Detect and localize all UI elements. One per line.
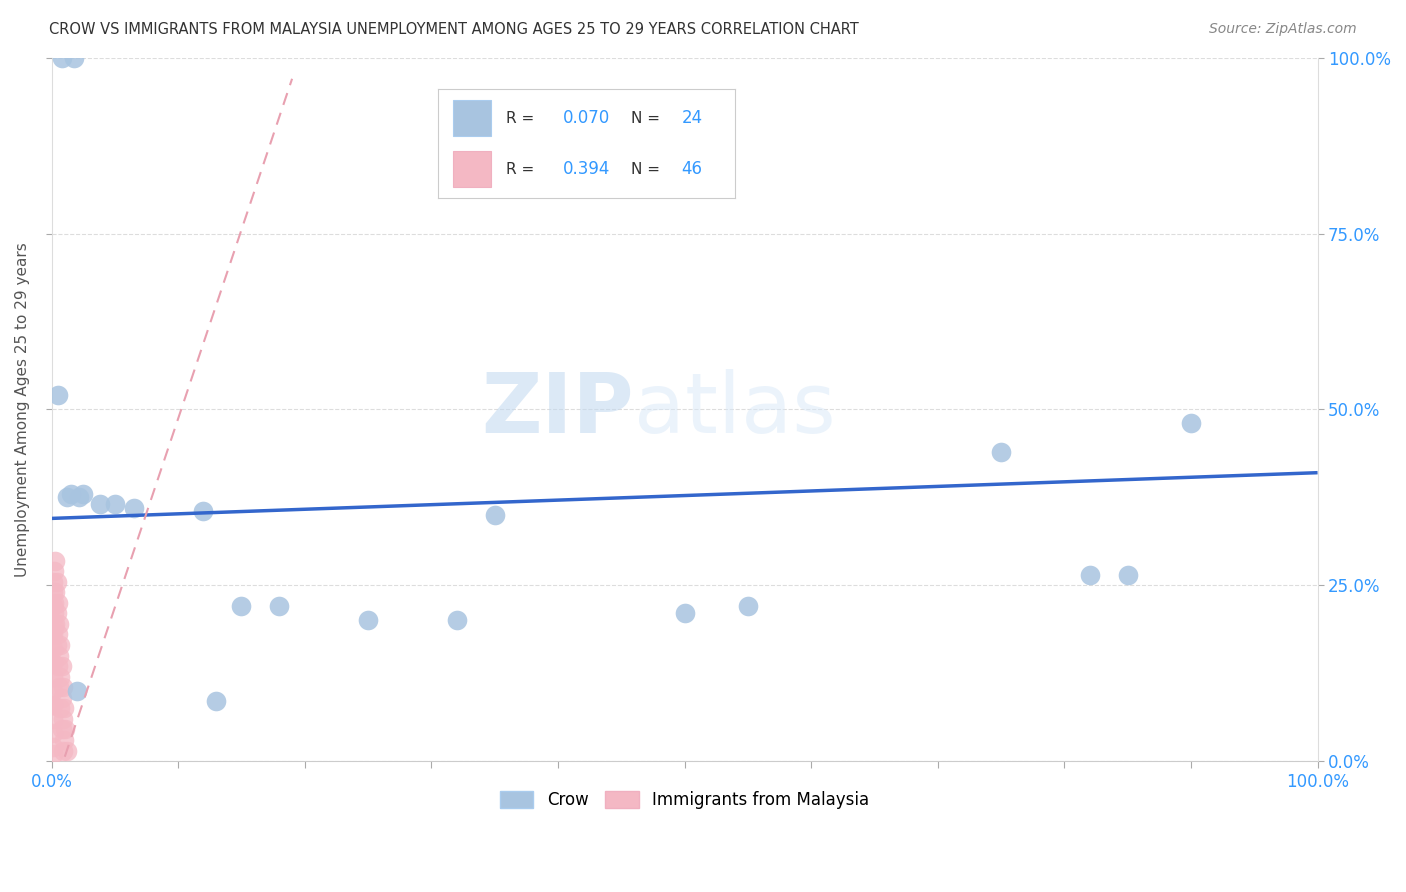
Legend: Crow, Immigrants from Malaysia: Crow, Immigrants from Malaysia [494, 785, 876, 816]
Point [673, 607, 696, 621]
Point [42, 747, 65, 761]
Point [104, 497, 127, 511]
Point [41, 627, 63, 641]
Point [46, 388, 69, 402]
Point [53, 701, 76, 715]
Point [42, 739, 65, 754]
Point [44, 616, 66, 631]
Point [55, 723, 77, 737]
Point [49, 701, 72, 715]
Point [42, 596, 65, 610]
Point [42, 656, 65, 670]
Text: Source: ZipAtlas.com: Source: ZipAtlas.com [1209, 22, 1357, 37]
Text: ZIP: ZIP [481, 369, 634, 450]
Point [122, 500, 145, 515]
Point [42, 620, 65, 634]
Point [1180, 417, 1202, 431]
Point [269, 599, 291, 614]
Point [41, 599, 63, 614]
Text: CROW VS IMMIGRANTS FROM MALAYSIA UNEMPLOYMENT AMONG AGES 25 TO 29 YEARS CORRELAT: CROW VS IMMIGRANTS FROM MALAYSIA UNEMPLO… [49, 22, 859, 37]
Point [89, 497, 111, 511]
Point [72, 487, 94, 501]
Point [42, 712, 65, 726]
Point [53, 733, 76, 747]
Point [55, 743, 77, 757]
Point [45, 574, 67, 589]
Point [51, 51, 73, 65]
Point [41, 698, 63, 712]
Point [193, 504, 215, 518]
Point [42, 585, 65, 599]
Point [42, 574, 65, 589]
Text: atlas: atlas [634, 369, 835, 450]
Point [44, 553, 66, 567]
Point [990, 444, 1012, 458]
Point [48, 648, 70, 663]
Point [42, 641, 65, 656]
Point [44, 585, 66, 599]
Point [45, 638, 67, 652]
Point [1078, 567, 1101, 582]
Point [48, 616, 70, 631]
Point [52, 680, 75, 694]
Point [66, 683, 89, 698]
Point [46, 659, 69, 673]
Point [42, 599, 65, 614]
Point [41, 656, 63, 670]
Point [446, 614, 468, 628]
Point [45, 607, 67, 621]
Point [42, 564, 65, 578]
Point [46, 627, 69, 641]
Point [357, 614, 380, 628]
Point [59, 487, 82, 501]
Point [42, 726, 65, 740]
Point [51, 723, 73, 737]
Point [63, 51, 86, 65]
Point [67, 491, 90, 505]
Point [49, 670, 72, 684]
Point [52, 743, 75, 757]
Point [42, 670, 65, 684]
Point [484, 508, 506, 522]
Y-axis label: Unemployment Among Ages 25 to 29 years: Unemployment Among Ages 25 to 29 years [15, 242, 30, 577]
Point [51, 690, 73, 705]
Point [42, 683, 65, 698]
Point [42, 607, 65, 621]
Point [1116, 567, 1139, 582]
Point [49, 638, 72, 652]
Point [52, 712, 75, 726]
Point [205, 694, 228, 708]
Point [42, 698, 65, 712]
Point [231, 599, 253, 614]
Point [42, 627, 65, 641]
Point [737, 599, 759, 614]
Point [55, 491, 77, 505]
Point [48, 680, 70, 694]
Point [51, 659, 73, 673]
Point [46, 596, 69, 610]
